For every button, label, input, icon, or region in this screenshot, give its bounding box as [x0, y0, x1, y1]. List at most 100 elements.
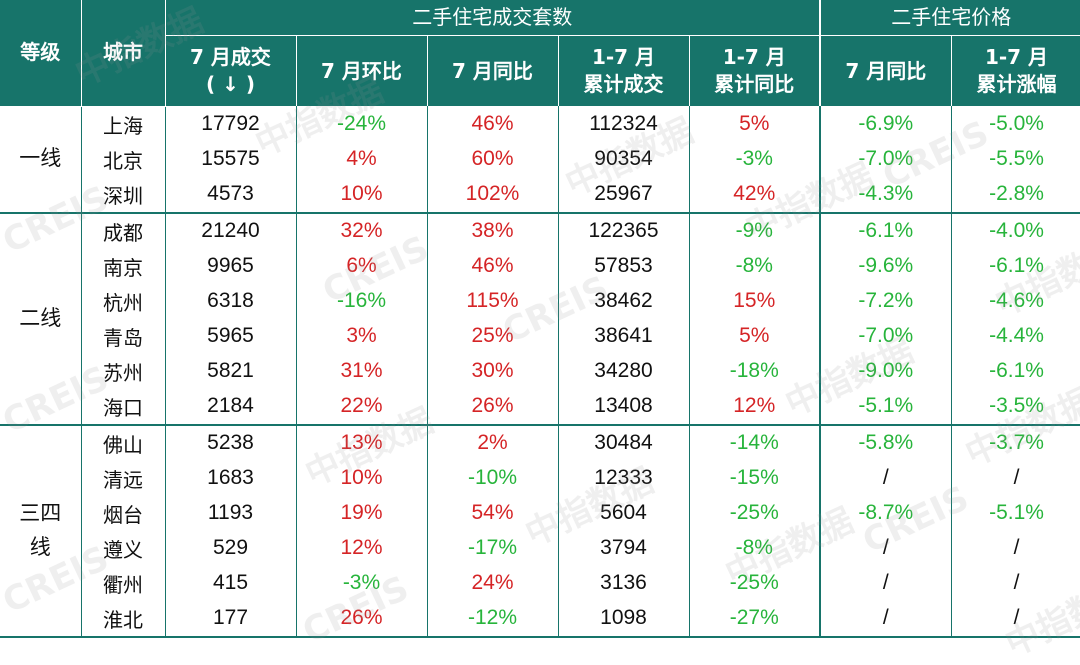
value-cell: 115% [427, 283, 559, 319]
city-cell: 烟台 [81, 495, 166, 531]
value-cell: 122365 [558, 212, 690, 249]
value-cell: -4.6% [951, 283, 1080, 319]
value-cell: 6318 [165, 283, 297, 319]
value-cell: -6.1% [951, 248, 1080, 284]
header-col-2: 7 月同比 [427, 35, 559, 106]
table-row: 青岛 5965 3% 25% 38641 5% -7.0% -4.4% [0, 318, 1080, 354]
value-cell: 21240 [165, 212, 297, 249]
header-group-volume: 二手住宅成交套数 [165, 0, 822, 36]
value-cell: / [820, 530, 952, 566]
value-cell: / [820, 600, 952, 638]
city-cell: 苏州 [81, 353, 166, 389]
city-cell: 青岛 [81, 318, 166, 354]
value-cell: 4% [296, 141, 428, 177]
value-cell: -4.4% [951, 318, 1080, 354]
housing-table: 等级 城市 二手住宅成交套数 二手住宅价格 7 月成交 ( ↓ ) 7 月环比 7 月… [0, 0, 1080, 638]
city-cell: 淮北 [81, 600, 166, 638]
value-cell: / [951, 565, 1080, 601]
header-col-0: 7 月成交 ( ↓ ) [165, 35, 297, 106]
value-cell: 25% [427, 318, 559, 354]
value-cell: -25% [689, 565, 822, 601]
value-cell: -8.7% [820, 495, 952, 531]
value-cell: -18% [689, 353, 822, 389]
value-cell: 415 [165, 565, 297, 601]
value-cell: -6.9% [820, 106, 952, 142]
value-cell: 102% [427, 176, 559, 214]
value-cell: 12% [296, 530, 428, 566]
value-cell: 13408 [558, 388, 690, 426]
value-cell: 34280 [558, 353, 690, 389]
header-col-line2: 累计成交 [583, 72, 664, 96]
header-tier: 等级 [0, 0, 82, 107]
tier-label: 二线 [0, 212, 82, 426]
table-row: 淮北 177 26% -12% 1098 -27% / / [0, 600, 1080, 638]
value-cell: 10% [296, 460, 428, 496]
header-col-line1: 1-7 月 [722, 45, 786, 69]
value-cell: 3% [296, 318, 428, 354]
city-cell: 上海 [81, 106, 166, 142]
city-cell: 北京 [81, 141, 166, 177]
value-cell: / [820, 460, 952, 496]
table-row: 深圳 4573 10% 102% 25967 42% -4.3% -2.8% [0, 176, 1080, 214]
value-cell: 38462 [558, 283, 690, 319]
value-cell: 38% [427, 212, 559, 249]
value-cell: -2.8% [951, 176, 1080, 214]
tier-label: 一线 [0, 106, 82, 214]
value-cell: 5% [689, 318, 822, 354]
city-cell: 遵义 [81, 530, 166, 566]
value-cell: 26% [427, 388, 559, 426]
header-col-line2: ( ↓ ) [206, 72, 255, 96]
header-col-5: 7 月同比 [820, 35, 952, 106]
value-cell: -9.6% [820, 248, 952, 284]
header-city: 城市 [81, 0, 166, 107]
value-cell: 2% [427, 424, 559, 461]
table-row: 三四线 佛山 5238 13% 2% 30484 -14% -5.8% -3.7% [0, 424, 1080, 638]
value-cell: 10% [296, 176, 428, 214]
value-cell: -16% [296, 283, 428, 319]
table-row: 南京 9965 6% 46% 57853 -8% -9.6% -6.1% [0, 248, 1080, 284]
table-row: 二线 成都 21240 32% 38% 122365 -9% -6.1% -4.0% [0, 212, 1080, 426]
value-cell: 42% [689, 176, 822, 214]
value-cell: 1193 [165, 495, 297, 531]
value-cell: 19% [296, 495, 428, 531]
value-cell: 9965 [165, 248, 297, 284]
value-cell: 112324 [558, 106, 690, 142]
table-row: 遵义 529 12% -17% 3794 -8% / / [0, 530, 1080, 566]
value-cell: -9.0% [820, 353, 952, 389]
header-col-line1: 1-7 月 [984, 45, 1049, 69]
value-cell: 5604 [558, 495, 690, 531]
header-col-line2: 累计同比 [714, 72, 795, 96]
value-cell: 1098 [558, 600, 690, 638]
value-cell: 60% [427, 141, 559, 177]
header-col-line1: 7 月同比 [845, 58, 927, 83]
value-cell: 12% [689, 388, 822, 426]
header-group-price: 二手住宅价格 [820, 0, 1080, 36]
table-row: 衢州 415 -3% 24% 3136 -25% / / [0, 565, 1080, 601]
table-row: 杭州 6318 -16% 115% 38462 15% -7.2% -4.6% [0, 283, 1080, 319]
header-col-line2: 累计涨幅 [976, 72, 1057, 96]
value-cell: / [951, 600, 1080, 638]
value-cell: -15% [689, 460, 822, 496]
value-cell: 12333 [558, 460, 690, 496]
value-cell: -25% [689, 495, 822, 531]
header-col-line1: 1-7 月 [591, 45, 656, 69]
value-cell: -4.3% [820, 176, 952, 214]
value-cell: 25967 [558, 176, 690, 214]
value-cell: -5.1% [820, 388, 952, 426]
value-cell: 2184 [165, 388, 297, 426]
header-col-line1: 7 月同比 [452, 58, 533, 83]
value-cell: -3.5% [951, 388, 1080, 426]
value-cell: 46% [427, 106, 559, 142]
value-cell: 13% [296, 424, 428, 461]
value-cell: / [951, 460, 1080, 496]
tier-label: 三四线 [0, 424, 82, 638]
value-cell: -17% [427, 530, 559, 566]
value-cell: -5.1% [951, 495, 1080, 531]
value-cell: 5% [689, 106, 822, 142]
table-body: 一线 上海 17792 -24% 46% 112324 5% -6.9% -5.0% 北京 1557… [0, 106, 1080, 638]
city-cell: 衢州 [81, 565, 166, 601]
value-cell: 3794 [558, 530, 690, 566]
table-row: 北京 15575 4% 60% 90354 -3% -7.0% -5.5% [0, 141, 1080, 177]
value-cell: 4573 [165, 176, 297, 214]
value-cell: -5.0% [951, 106, 1080, 142]
